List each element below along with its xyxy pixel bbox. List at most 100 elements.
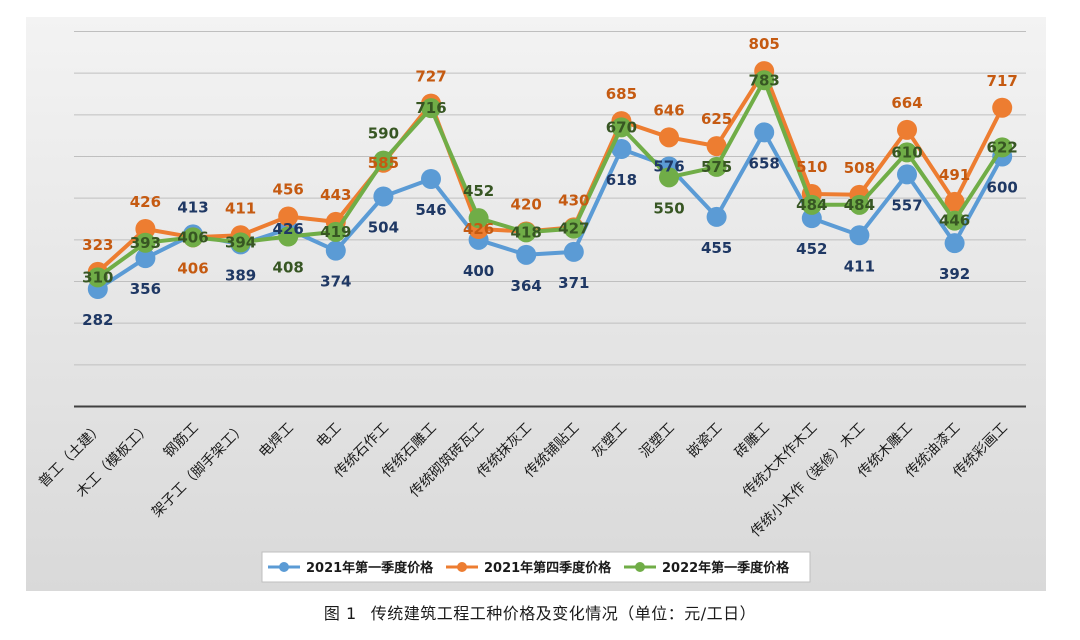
data-point — [563, 241, 584, 262]
data-label: 491 — [939, 166, 970, 184]
data-point — [468, 208, 489, 229]
data-point — [659, 167, 679, 188]
data-label: 600 — [987, 179, 1018, 197]
data-point — [754, 70, 775, 91]
data-point — [801, 194, 822, 215]
data-point — [944, 233, 965, 254]
data-label: 452 — [796, 240, 827, 258]
data-label: 585 — [368, 154, 399, 172]
data-point — [373, 186, 394, 207]
data-point — [563, 218, 584, 239]
data-point — [135, 248, 156, 269]
data-label: 418 — [511, 223, 542, 241]
data-label: 455 — [701, 239, 732, 257]
legend-box — [261, 551, 811, 583]
data-label: 805 — [749, 35, 780, 53]
data-label: 413 — [177, 198, 208, 216]
data-point — [897, 119, 917, 140]
data-label: 557 — [891, 196, 922, 214]
data-label: 394 — [225, 233, 256, 251]
data-point — [992, 137, 1013, 158]
data-label: 364 — [511, 277, 542, 295]
data-label: 426 — [463, 220, 494, 238]
data-point — [373, 150, 394, 171]
data-point — [325, 240, 346, 261]
data-point — [87, 267, 108, 288]
line-chart: 282 323 310 356 426 393 413 406 406 389 411 394 426 4… — [26, 17, 1046, 591]
figure-number: 图 1 — [323, 604, 357, 623]
data-label: 408 — [273, 259, 304, 277]
data-label: 426 — [273, 220, 304, 238]
legend-swatch-marker — [457, 562, 467, 572]
data-point — [897, 164, 917, 185]
data-label: 456 — [273, 181, 304, 199]
legend: 2021年第一季度价格 2021年第四季度价格 2022年第一季度价格 — [261, 551, 811, 583]
data-point — [706, 136, 727, 157]
data-point — [278, 226, 299, 247]
data-point — [897, 142, 917, 163]
data-label: 374 — [320, 273, 351, 291]
data-label: 618 — [606, 171, 637, 189]
data-point — [516, 222, 537, 243]
data-label: 400 — [463, 262, 494, 280]
legend-swatch-marker — [635, 562, 645, 572]
data-point — [325, 221, 346, 242]
data-label: 430 — [558, 191, 589, 209]
data-point — [516, 244, 537, 265]
data-point — [706, 206, 727, 227]
data-label: 717 — [987, 72, 1018, 90]
data-label: 510 — [796, 158, 827, 176]
data-label: 427 — [558, 220, 589, 238]
data-point — [278, 206, 299, 227]
data-label: 484 — [844, 196, 875, 214]
data-point — [659, 127, 679, 148]
data-label: 646 — [653, 101, 684, 119]
data-point — [992, 97, 1013, 118]
data-point — [421, 98, 441, 119]
data-label: 310 — [82, 268, 113, 286]
data-label: 658 — [749, 154, 780, 172]
data-label: 406 — [177, 228, 208, 246]
data-point — [944, 191, 965, 212]
caption-text: 传统建筑工程工种价格及变化情况（单位：元/工日） — [370, 604, 757, 623]
data-point — [183, 227, 203, 248]
data-label: 622 — [987, 138, 1018, 156]
data-label: 452 — [463, 182, 494, 200]
data-point — [706, 156, 727, 177]
data-label: 371 — [558, 274, 589, 292]
data-label: 504 — [368, 219, 399, 237]
data-point — [421, 169, 441, 189]
data-point — [611, 117, 632, 138]
series-group — [87, 61, 1013, 299]
data-label: 546 — [415, 201, 446, 219]
legend-swatch-marker — [279, 562, 289, 572]
data-label: 625 — [701, 110, 732, 128]
data-label: 664 — [891, 94, 922, 112]
legend-label: 2021年第一季度价格 — [306, 560, 434, 576]
data-label: 323 — [82, 236, 113, 254]
data-label: 610 — [891, 143, 922, 161]
data-label: 282 — [82, 311, 113, 329]
data-label: 356 — [130, 280, 161, 298]
data-label: 446 — [939, 212, 970, 230]
legend-label: 2022年第一季度价格 — [662, 560, 790, 576]
data-label: 411 — [225, 199, 256, 217]
data-label: 576 — [653, 158, 684, 176]
data-point — [135, 219, 156, 239]
data-label: 426 — [130, 193, 161, 211]
data-point — [754, 122, 775, 143]
data-label: 443 — [320, 186, 351, 204]
data-label: 590 — [368, 125, 399, 143]
data-point — [849, 225, 870, 246]
data-label: 727 — [415, 68, 446, 86]
figure-caption: 图 1 传统建筑工程工种价格及变化情况（单位：元/工日） — [0, 600, 1080, 624]
data-label: 685 — [606, 85, 637, 103]
data-label: 411 — [844, 257, 875, 275]
legend-label: 2021年第四季度价格 — [484, 560, 612, 576]
data-label: 419 — [320, 223, 351, 241]
data-label: 392 — [939, 265, 970, 283]
data-label: 393 — [130, 234, 161, 252]
data-label: 508 — [844, 159, 875, 177]
data-point — [944, 210, 965, 231]
data-point — [611, 139, 632, 159]
